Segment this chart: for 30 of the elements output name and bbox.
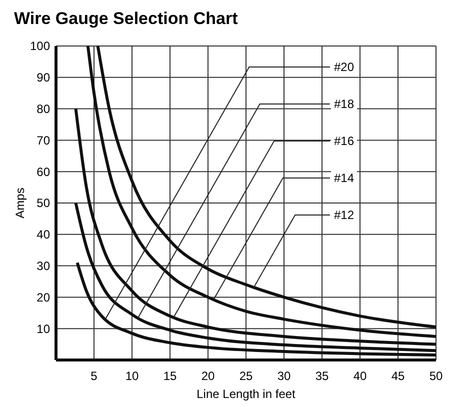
y-axis-title: Amps <box>13 188 27 218</box>
annotation: #14 <box>334 171 354 186</box>
line-series <box>74 202 438 352</box>
line-series <box>74 107 438 346</box>
x-tick-label: 25 <box>239 369 253 383</box>
chart-title: Wire Gauge Selection Chart <box>14 9 238 28</box>
y-tick-label: 50 <box>36 196 50 210</box>
y-tick-label: 30 <box>36 259 50 273</box>
x-tick-label: 30 <box>277 369 291 383</box>
x-tick-label: 50 <box>429 369 443 383</box>
y-tick-label: 100 <box>30 39 50 54</box>
y-tick-label: 80 <box>36 102 50 116</box>
x-tick-label: 45 <box>391 369 405 383</box>
x-tick-label: 20 <box>201 369 215 383</box>
x-tick-label: 5 <box>90 369 98 383</box>
x-tick-label: 40 <box>353 369 367 383</box>
y-tick-label: 10 <box>36 322 50 336</box>
annotation: #20 <box>334 60 354 74</box>
annotation: #12 <box>334 208 354 222</box>
y-tick-label: 70 <box>36 133 50 148</box>
y-tick-label: 90 <box>36 70 50 85</box>
y-tick-label: 20 <box>36 290 50 304</box>
y-tick-label: 60 <box>36 164 50 179</box>
x-tick-label: 10 <box>125 369 139 383</box>
y-tick-label: 40 <box>36 228 50 242</box>
x-tick-label: 15 <box>163 369 177 383</box>
x-axis-title: Line Length in feet <box>196 387 296 401</box>
x-tick-label: 35 <box>315 369 329 383</box>
annotation: #16 <box>334 134 354 148</box>
annotation: #18 <box>334 97 354 112</box>
